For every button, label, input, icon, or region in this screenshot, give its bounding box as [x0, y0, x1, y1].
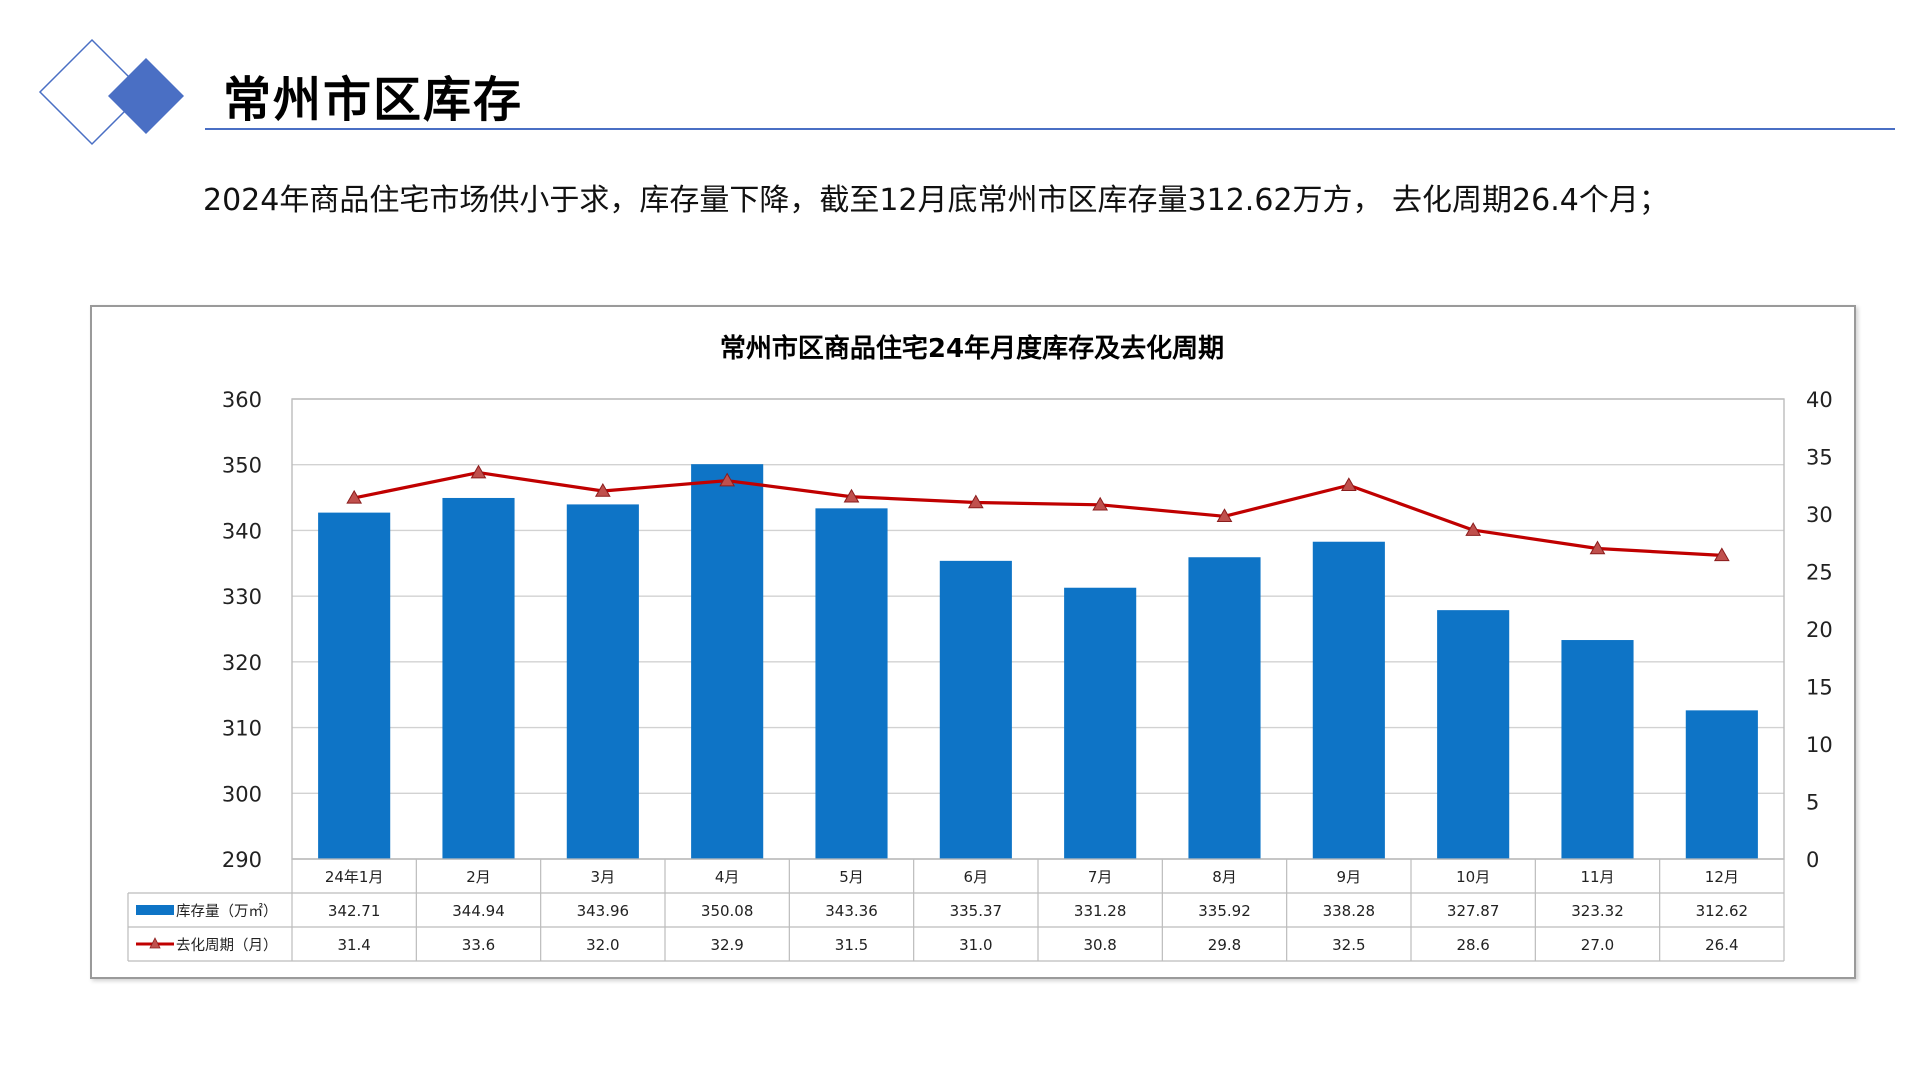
x-category-label: 10月: [1456, 868, 1490, 886]
line-marker: [843, 488, 860, 503]
y-left-tick-label: 360: [222, 388, 262, 412]
y-right-tick-label: 0: [1806, 848, 1819, 872]
table-cell-cycle: 28.6: [1456, 936, 1489, 954]
table-cell-cycle: 27.0: [1581, 936, 1614, 954]
y-right-tick-label: 10: [1806, 733, 1833, 757]
summary-text: 2024年商品住宅市场供小于求，库存量下降，截至12月底常州市区库存量312.6…: [203, 183, 1669, 218]
bar: [442, 497, 515, 859]
y-right-tick-label: 20: [1806, 618, 1833, 642]
table-cell-inventory: 342.71: [328, 902, 381, 920]
plot-border: [291, 398, 1785, 860]
y-right-tick-label: 25: [1806, 561, 1833, 585]
y-right-tick-label: 40: [1806, 388, 1833, 412]
table-cell-inventory: 312.62: [1696, 902, 1749, 920]
y-left-tick-label: 340: [222, 519, 262, 543]
y-left-tick-label: 350: [222, 454, 262, 478]
table-cell-inventory: 343.96: [577, 902, 630, 920]
y-right-tick-label: 15: [1806, 676, 1833, 700]
table-cell-cycle: 32.9: [710, 936, 743, 954]
bar: [1312, 541, 1385, 859]
bar: [1188, 557, 1261, 859]
bar: [318, 512, 391, 859]
table-cell-inventory: 338.28: [1323, 902, 1376, 920]
chart-title: 常州市区商品住宅24年月度库存及去化周期: [720, 333, 1224, 364]
line-marker: [1216, 508, 1233, 523]
title-divider: [205, 128, 1895, 130]
table-cell-cycle: 29.8: [1208, 936, 1241, 954]
table-cell-inventory: 350.08: [701, 902, 754, 920]
bar: [939, 560, 1012, 859]
legend-label-inventory: 库存量（万㎡）: [176, 903, 278, 920]
legend-marker-key: [149, 937, 161, 949]
line-marker: [1340, 477, 1357, 491]
bar: [1685, 710, 1758, 859]
x-category-label: 6月: [964, 868, 989, 886]
line-series: [346, 464, 1730, 562]
bar: [566, 504, 639, 859]
y-right-tick-label: 35: [1806, 446, 1833, 470]
chart-frame: 常州市区商品住宅24年月度库存及去化周期 290 300 310 320 330 340 3…: [90, 305, 1856, 979]
line-marker: [594, 482, 611, 497]
x-category-label: 8月: [1212, 868, 1237, 886]
line-path: [353, 471, 1722, 557]
page-title: 常州市区库存: [223, 72, 524, 128]
line-marker: [346, 489, 363, 504]
line-marker: [1589, 540, 1606, 555]
axis-ticks: 290 300 310 320 330 340 350 360 0 5 10 15 20 25 30 35 40: [222, 388, 1833, 872]
x-category-label: 11月: [1580, 868, 1614, 886]
y-left-tick-label: 290: [222, 848, 262, 872]
y-right-tick-label: 5: [1806, 791, 1819, 815]
table-cell-inventory: 335.92: [1198, 902, 1251, 920]
table-cell-cycle: 32.0: [586, 936, 619, 954]
x-category-label: 24年1月: [325, 868, 384, 886]
bar: [1437, 610, 1510, 859]
table-cell-cycle: 26.4: [1705, 936, 1738, 954]
line-marker: [470, 464, 487, 479]
table-cell-inventory: 344.94: [452, 902, 505, 920]
x-category-label: 9月: [1337, 868, 1362, 886]
line-marker: [1092, 496, 1109, 511]
table-cell-cycle: 31.5: [835, 936, 868, 954]
table-cell-inventory: 327.87: [1447, 902, 1500, 920]
chart: 常州市区商品住宅24年月度库存及去化周期 2903003103203303403…: [127, 333, 1833, 962]
bar: [1064, 587, 1137, 859]
table-cell-cycle: 32.5: [1332, 936, 1365, 954]
y-left-tick-label: 310: [222, 717, 262, 741]
table-cell-cycle: 31.4: [337, 936, 370, 954]
bar: [815, 508, 888, 859]
table-cell-inventory: 343.36: [825, 902, 878, 920]
x-category-label: 5月: [839, 868, 864, 886]
x-category-label: 2月: [466, 868, 491, 886]
x-category-label: 12月: [1705, 868, 1739, 886]
table-cell-inventory: 335.37: [950, 902, 1003, 920]
grid-lines: [291, 398, 1785, 860]
bar-series: [318, 464, 1758, 859]
table-cell-cycle: 31.0: [959, 936, 992, 954]
y-left-tick-label: 300: [222, 782, 262, 806]
x-category-label: 3月: [591, 868, 616, 886]
line-marker: [1465, 522, 1482, 536]
table-cell-cycle: 33.6: [462, 936, 495, 954]
x-category-label: 7月: [1088, 868, 1113, 886]
bar: [1561, 640, 1634, 859]
table-cell-cycle: 30.8: [1083, 936, 1116, 954]
line-marker: [719, 472, 736, 487]
y-right-tick-label: 30: [1806, 503, 1833, 527]
legend-label-cycle: 去化周期（月）: [176, 937, 278, 954]
line-marker: [967, 494, 984, 509]
legend-bar-key: [136, 905, 174, 915]
line-marker: [1713, 547, 1730, 562]
table-cell-inventory: 331.28: [1074, 902, 1127, 920]
logo-diamonds-icon: [38, 38, 184, 146]
y-left-tick-label: 330: [222, 585, 262, 609]
table-cell-inventory: 323.32: [1571, 902, 1624, 920]
y-left-tick-label: 320: [222, 651, 262, 675]
x-category-label: 4月: [715, 868, 740, 886]
bar: [691, 464, 764, 859]
